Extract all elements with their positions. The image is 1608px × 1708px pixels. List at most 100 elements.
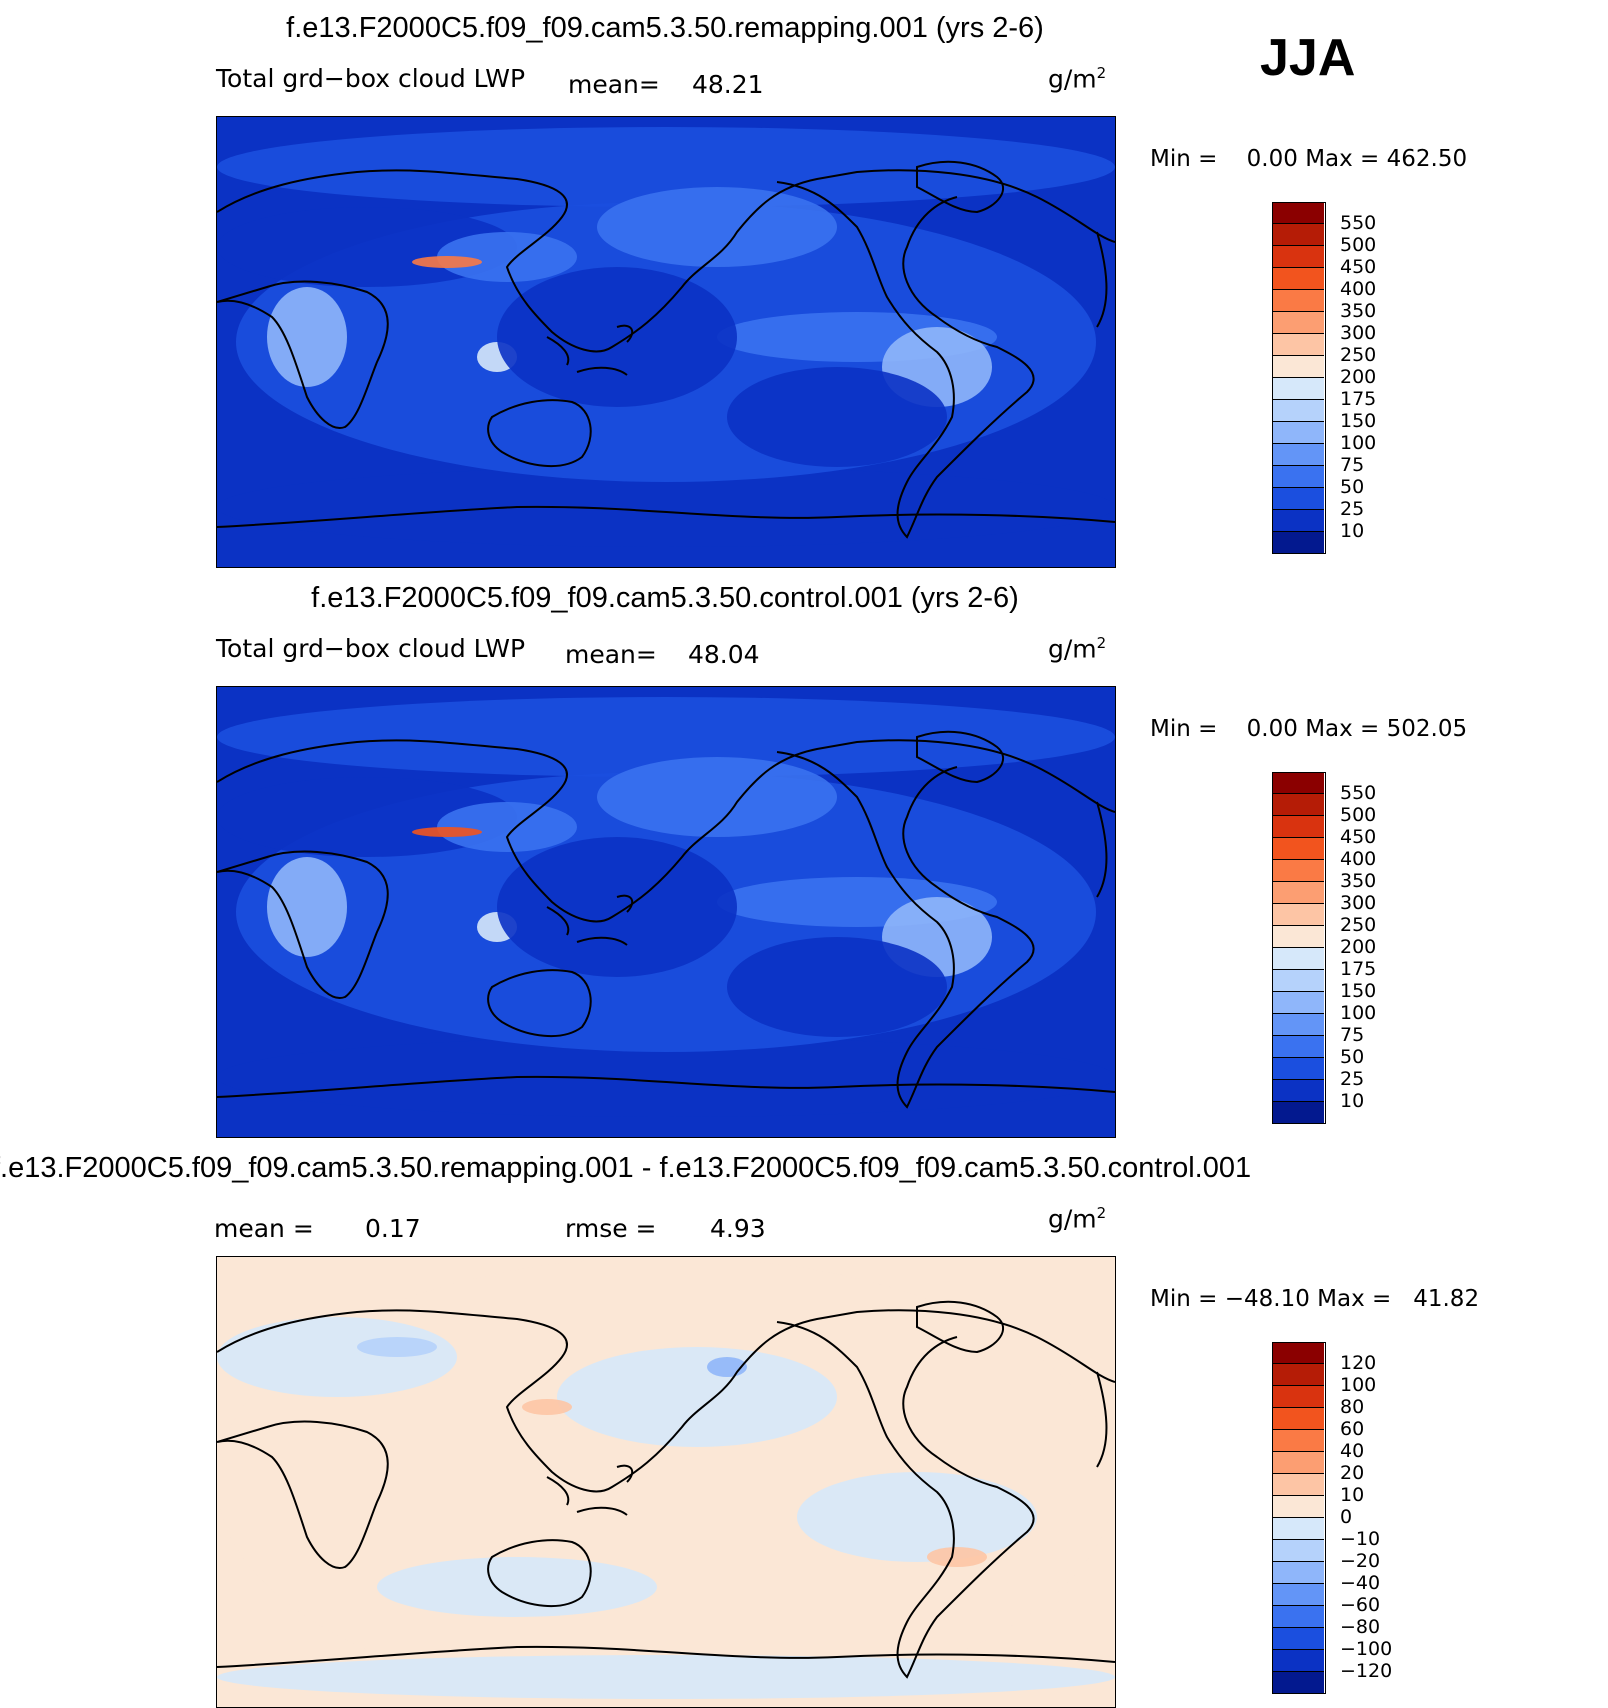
coastline bbox=[217, 505, 1115, 528]
colorbar-tick-label: 50 bbox=[1340, 1046, 1365, 1068]
colorbar-tick-label: 75 bbox=[1340, 454, 1365, 476]
colorbar-tick-label: 150 bbox=[1340, 410, 1377, 432]
panel-1-mean-label: mean= bbox=[568, 70, 660, 99]
colorbar-tick-label: 300 bbox=[1340, 322, 1377, 344]
colorbar-swatch bbox=[1272, 1650, 1324, 1672]
colorbar-swatch bbox=[1272, 422, 1324, 444]
coastline bbox=[487, 969, 592, 1038]
coastline bbox=[217, 1309, 1115, 1493]
colorbar-swatch bbox=[1272, 378, 1324, 400]
colorbar-frame bbox=[1272, 772, 1326, 1124]
colorbar-tick-label: 25 bbox=[1340, 498, 1365, 520]
colorbar-swatch bbox=[1272, 268, 1324, 290]
panel-2-colorbar: 550 500 450 400 350 300 250 200 175 150 100 75 50 25 1… bbox=[1272, 772, 1376, 1124]
field-contour-region bbox=[497, 837, 737, 977]
colorbar-swatch bbox=[1272, 794, 1324, 816]
colorbar-tick-label: 100 bbox=[1340, 432, 1377, 454]
coastline bbox=[217, 739, 1115, 923]
panel-2-variable: Total grd−box cloud LWP bbox=[216, 634, 526, 663]
colorbar-swatch bbox=[1272, 510, 1324, 532]
field-contour-region bbox=[727, 937, 947, 1037]
field-contour-region bbox=[217, 1655, 1115, 1699]
colorbar-tick-label: 20 bbox=[1340, 1462, 1365, 1484]
panel-3-mean-label: mean = bbox=[214, 1214, 314, 1243]
colorbar-swatch bbox=[1272, 1014, 1324, 1036]
coastline bbox=[776, 1321, 1035, 1679]
panel-3-minmax: Min = −48.10 Max = 41.82 bbox=[1150, 1286, 1480, 1312]
colorbar-swatch bbox=[1272, 1364, 1324, 1386]
coastline bbox=[217, 280, 389, 429]
coastline bbox=[217, 169, 1115, 353]
field-contour-region bbox=[377, 1557, 657, 1617]
colorbar-swatch bbox=[1272, 1452, 1324, 1474]
field-contour-region bbox=[267, 857, 347, 957]
panel-1-units: g/m2 bbox=[1048, 64, 1107, 94]
colorbar-swatch bbox=[1272, 1584, 1324, 1606]
colorbar-tick-label: 100 bbox=[1340, 1374, 1377, 1396]
colorbar-tick-label: 400 bbox=[1340, 848, 1377, 870]
panel-1-mean-value: 48.21 bbox=[692, 70, 764, 99]
colorbar-tick-label: 175 bbox=[1340, 958, 1377, 980]
colorbar-swatch bbox=[1272, 904, 1324, 926]
colorbar-swatch bbox=[1272, 1628, 1324, 1650]
colorbar-tick-label: 550 bbox=[1340, 212, 1377, 234]
colorbar-tick-label: −20 bbox=[1340, 1550, 1381, 1572]
colorbar-swatch bbox=[1272, 1562, 1324, 1584]
panel-2-units: g/m2 bbox=[1048, 634, 1107, 664]
field-contour-region bbox=[217, 127, 1115, 207]
panel-2-map bbox=[216, 686, 1116, 1138]
field-contour-region bbox=[522, 1399, 572, 1415]
colorbar-frame bbox=[1272, 202, 1326, 554]
colorbar-tick-label: 100 bbox=[1340, 1002, 1377, 1024]
coastline bbox=[1096, 1371, 1108, 1468]
field-contour-region bbox=[597, 757, 837, 837]
colorbar-tick-label: −60 bbox=[1340, 1594, 1381, 1616]
colorbar-swatch bbox=[1272, 1408, 1324, 1430]
colorbar-swatch bbox=[1272, 1036, 1324, 1058]
colorbar-tick-label: 10 bbox=[1340, 1484, 1365, 1506]
field-contour-region bbox=[412, 827, 482, 837]
colorbar-tick-label: −100 bbox=[1340, 1638, 1393, 1660]
colorbar-swatch bbox=[1272, 772, 1324, 794]
panel-3-colorbar: 120 100 80 60 40 20 10 0 −10 −20 −40 −60 −80 −100 −120 bbox=[1272, 1342, 1392, 1694]
coastline bbox=[217, 1645, 1115, 1668]
coastline bbox=[916, 1300, 1005, 1354]
colorbar-swatch bbox=[1272, 882, 1324, 904]
colorbar-tick-label: 60 bbox=[1340, 1418, 1365, 1440]
colorbar-swatch bbox=[1272, 444, 1324, 466]
panel-3-units: g/m2 bbox=[1048, 1204, 1107, 1234]
panel-1-minmax: Min = 0.00 Max = 462.50 bbox=[1150, 146, 1468, 172]
panel-1-variable: Total grd−box cloud LWP bbox=[216, 64, 526, 93]
colorbar-swatch bbox=[1272, 1386, 1324, 1408]
field-contour-region bbox=[217, 777, 517, 857]
coastline bbox=[916, 160, 1005, 214]
field-contour-region bbox=[597, 187, 837, 267]
colorbar-tick-label: 250 bbox=[1340, 344, 1377, 366]
colorbar-swatch bbox=[1272, 926, 1324, 948]
panel-3-rmse-value: 4.93 bbox=[710, 1214, 766, 1243]
colorbar-swatch bbox=[1272, 224, 1324, 246]
field-contour-region bbox=[557, 1347, 837, 1447]
colorbar-tick-label: 175 bbox=[1340, 388, 1377, 410]
panel-3-rmse-label: rmse = bbox=[565, 1214, 657, 1243]
field-contour-region bbox=[217, 467, 1115, 547]
colorbar-tick-label: 10 bbox=[1340, 520, 1365, 542]
field-contour-region bbox=[437, 802, 577, 852]
field-contour-region bbox=[927, 1547, 987, 1567]
colorbar-tick-label: −40 bbox=[1340, 1572, 1381, 1594]
colorbar-tick-label: 200 bbox=[1340, 936, 1377, 958]
colorbar-swatch bbox=[1272, 1518, 1324, 1540]
colorbar-swatch bbox=[1272, 1342, 1324, 1364]
coastline bbox=[776, 181, 1035, 539]
colorbar-swatch bbox=[1272, 1080, 1324, 1102]
colorbar-swatch bbox=[1272, 816, 1324, 838]
colorbar-tick-label: −10 bbox=[1340, 1528, 1381, 1550]
colorbar-tick-label: 450 bbox=[1340, 256, 1377, 278]
colorbar-tick-label: 150 bbox=[1340, 980, 1377, 1002]
season-label: JJA bbox=[1260, 29, 1356, 87]
colorbar-swatch bbox=[1272, 860, 1324, 882]
panel-2-mean-label: mean= bbox=[565, 640, 657, 669]
colorbar-swatch bbox=[1272, 312, 1324, 334]
coastline bbox=[217, 850, 389, 999]
colorbar-tick-label: 75 bbox=[1340, 1024, 1365, 1046]
